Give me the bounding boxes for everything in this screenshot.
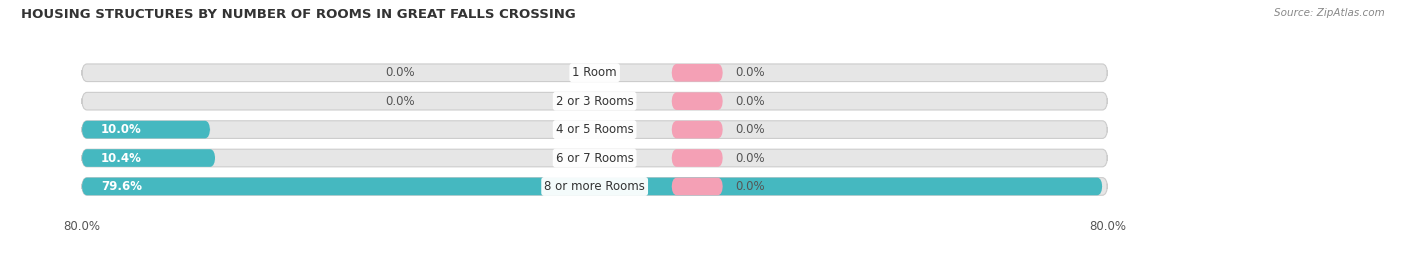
Legend: Owner-occupied, Renter-occupied: Owner-occupied, Renter-occupied (479, 266, 733, 270)
Text: 8 or more Rooms: 8 or more Rooms (544, 180, 645, 193)
Text: 0.0%: 0.0% (385, 66, 415, 79)
FancyBboxPatch shape (82, 92, 1108, 110)
FancyBboxPatch shape (672, 178, 723, 195)
FancyBboxPatch shape (82, 178, 1108, 195)
FancyBboxPatch shape (82, 149, 215, 167)
Text: 4 or 5 Rooms: 4 or 5 Rooms (555, 123, 634, 136)
Text: 0.0%: 0.0% (385, 95, 415, 108)
FancyBboxPatch shape (82, 121, 209, 139)
Text: 2 or 3 Rooms: 2 or 3 Rooms (555, 95, 634, 108)
Text: 0.0%: 0.0% (735, 66, 765, 79)
FancyBboxPatch shape (672, 149, 723, 167)
Text: 0.0%: 0.0% (735, 180, 765, 193)
Text: 10.0%: 10.0% (101, 123, 142, 136)
FancyBboxPatch shape (672, 92, 723, 110)
Text: 1 Room: 1 Room (572, 66, 617, 79)
FancyBboxPatch shape (82, 178, 1102, 195)
Text: 79.6%: 79.6% (101, 180, 142, 193)
Text: 6 or 7 Rooms: 6 or 7 Rooms (555, 151, 634, 164)
FancyBboxPatch shape (82, 64, 1108, 82)
FancyBboxPatch shape (82, 149, 1108, 167)
Text: 0.0%: 0.0% (735, 95, 765, 108)
Text: HOUSING STRUCTURES BY NUMBER OF ROOMS IN GREAT FALLS CROSSING: HOUSING STRUCTURES BY NUMBER OF ROOMS IN… (21, 8, 576, 21)
FancyBboxPatch shape (672, 64, 723, 82)
Text: 0.0%: 0.0% (735, 123, 765, 136)
FancyBboxPatch shape (82, 121, 1108, 139)
Text: 0.0%: 0.0% (735, 151, 765, 164)
Text: Source: ZipAtlas.com: Source: ZipAtlas.com (1274, 8, 1385, 18)
Text: 10.4%: 10.4% (101, 151, 142, 164)
FancyBboxPatch shape (672, 121, 723, 139)
